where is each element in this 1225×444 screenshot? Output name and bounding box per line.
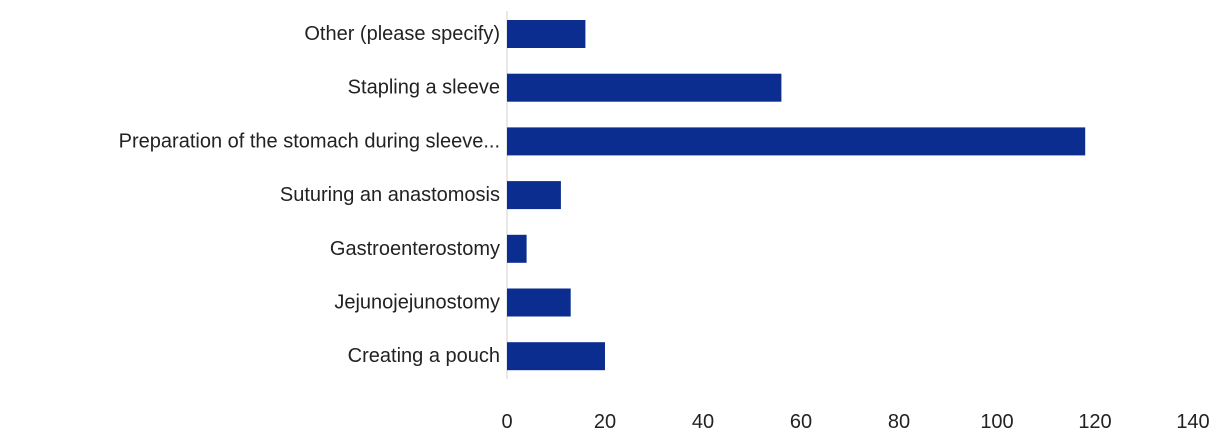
x-tick-label: 100	[980, 411, 1013, 433]
x-tick-label: 80	[888, 411, 910, 433]
category-label: Suturing an anastomosis	[280, 184, 500, 206]
category-label: Creating a pouch	[348, 345, 500, 367]
x-tick-label: 20	[594, 411, 616, 433]
category-label: Jejunojejunostomy	[334, 292, 500, 314]
bar	[507, 342, 605, 371]
category-label: Stapling a sleeve	[348, 77, 500, 99]
bars-group	[507, 20, 1086, 371]
category-label: Preparation of the stomach during sleeve…	[119, 130, 500, 152]
x-tick-label: 40	[692, 411, 714, 433]
x-tick-label: 0	[501, 411, 512, 433]
category-labels: Other (please specify) Stapling a sleeve P…	[119, 23, 500, 367]
x-tick-label: 140	[1176, 411, 1209, 433]
category-label: Gastroenterostomy	[330, 238, 500, 260]
bar	[507, 127, 1086, 156]
bar	[507, 234, 527, 263]
x-tick-label: 120	[1078, 411, 1111, 433]
x-tick-label: 60	[790, 411, 812, 433]
bar	[507, 73, 782, 102]
x-axis-tick-labels: 0 20 40 60 80 100 120 140	[501, 411, 1209, 433]
bar	[507, 181, 561, 210]
category-label: Other (please specify)	[304, 23, 500, 45]
bar	[507, 20, 586, 48]
bar	[507, 288, 571, 317]
